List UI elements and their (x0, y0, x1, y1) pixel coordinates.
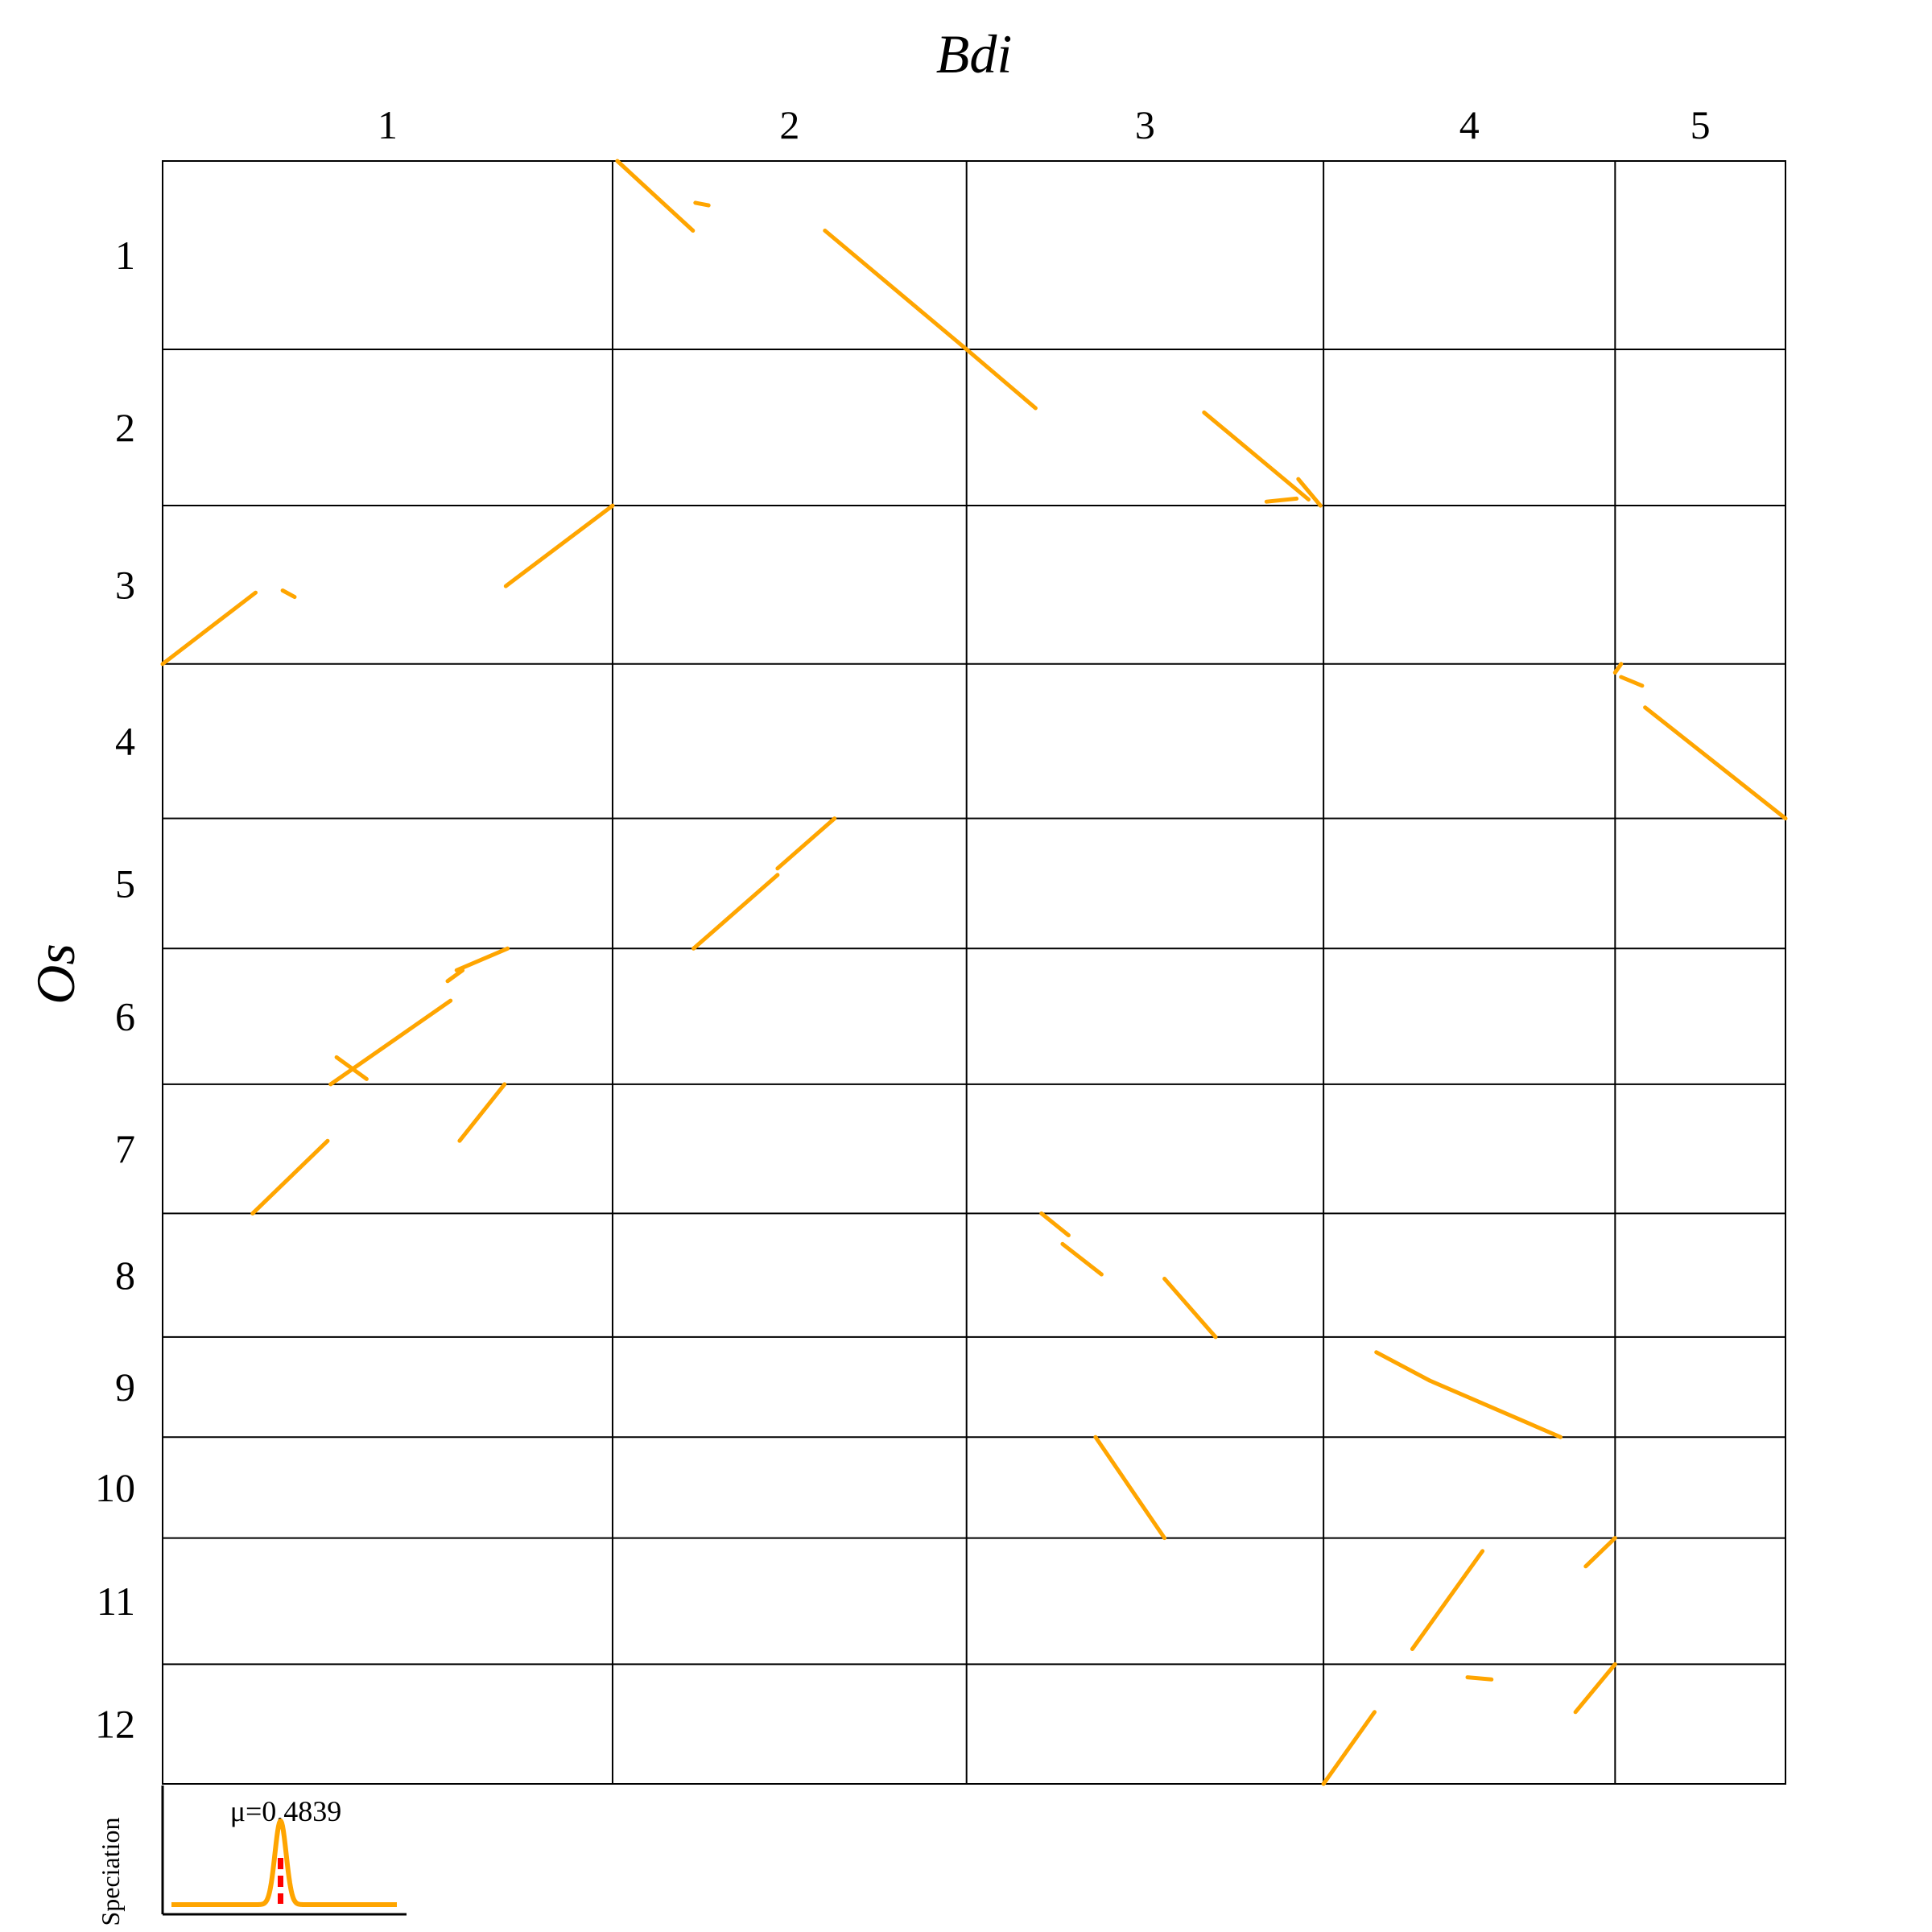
speciation-ylabel: Speciation (96, 1817, 125, 1926)
synteny-block (457, 1082, 507, 1143)
synteny-block (1410, 1549, 1485, 1651)
x-axis-title: Bdi (936, 23, 1012, 85)
x-chromosome-label: 5 (1690, 102, 1711, 147)
synteny-block (1427, 1378, 1563, 1439)
y-chromosome-label: 10 (95, 1465, 135, 1510)
synteny-block (1643, 705, 1788, 821)
y-chromosome-label: 12 (95, 1702, 135, 1747)
chromosome-grid (162, 160, 1786, 1785)
synteny-block (1374, 1350, 1432, 1383)
synteny-block (454, 946, 510, 972)
x-chromosome-labels: 1 2 3 4 5 (378, 102, 1711, 147)
synteny-block (1465, 1675, 1494, 1682)
synteny-block (693, 200, 711, 208)
y-chromosome-label: 11 (97, 1579, 135, 1624)
synteny-block (250, 1138, 330, 1216)
speciation-ks-curve (170, 1818, 398, 1907)
y-chromosome-label: 3 (115, 562, 135, 607)
y-axis-title: Os (25, 943, 86, 1005)
synteny-block (1093, 1435, 1167, 1541)
synteny-block (691, 873, 780, 951)
synteny-blocks (160, 159, 1788, 1786)
speciation-ks-inset: Speciation μ=0.4839 (96, 1785, 407, 1926)
synteny-block (1162, 1277, 1218, 1340)
speciation-mean-label: μ=0.4839 (230, 1795, 342, 1827)
y-chromosome-label: 9 (115, 1364, 135, 1410)
synteny-block (160, 590, 258, 667)
synteny-block (1612, 662, 1624, 675)
synteny-block (334, 1055, 369, 1081)
x-chromosome-label: 3 (1135, 102, 1155, 147)
synteny-block (1573, 1662, 1617, 1715)
y-chromosome-label: 8 (115, 1253, 135, 1298)
plot-frame (162, 160, 1786, 1785)
synteny-block (1619, 675, 1645, 688)
synteny-block (1202, 410, 1311, 502)
y-chromosome-label: 5 (115, 861, 135, 906)
synteny-block (1583, 1536, 1617, 1569)
synteny-block (823, 229, 969, 352)
y-chromosome-label: 4 (115, 719, 135, 764)
synteny-block (1264, 496, 1299, 504)
y-chromosome-label: 1 (115, 233, 135, 278)
synteny-block (1039, 1211, 1071, 1237)
synteny-block (1060, 1241, 1104, 1277)
synteny-block (280, 588, 297, 600)
synteny-block (615, 159, 696, 233)
y-chromosome-label: 7 (115, 1126, 135, 1171)
synteny-block (1321, 1710, 1377, 1786)
x-chromosome-label: 2 (779, 102, 799, 147)
synteny-block (503, 503, 615, 588)
y-chromosome-label: 2 (115, 405, 135, 450)
x-chromosome-label: 4 (1459, 102, 1480, 147)
synteny-block (1296, 477, 1323, 508)
synteny-block (964, 347, 1038, 411)
synteny-block (328, 998, 453, 1087)
synteny-block (775, 816, 837, 871)
x-chromosome-label: 1 (378, 102, 398, 147)
synteny-block (445, 968, 465, 984)
y-chromosome-label: 6 (115, 994, 135, 1039)
